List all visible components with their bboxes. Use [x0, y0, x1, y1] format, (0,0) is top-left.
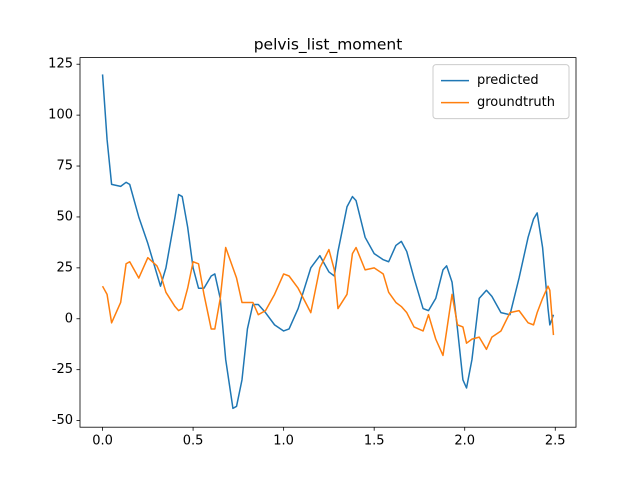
legend-label: predicted [477, 73, 539, 88]
y-tick-label: -25 [52, 362, 73, 377]
y-tick-label: 50 [56, 209, 73, 224]
y-tick-label: 125 [48, 57, 73, 72]
y-tick-label: 75 [56, 159, 73, 174]
line-series [101, 246, 555, 357]
x-tick-label: 1.0 [273, 434, 294, 449]
y-tick-label: 100 [48, 108, 73, 123]
x-tick-label: 2.5 [545, 434, 566, 449]
x-tick-label: 0.5 [183, 434, 204, 449]
line-series [101, 74, 555, 410]
x-tick-label: 0.0 [92, 434, 113, 449]
x-tick-label: 2.0 [454, 434, 475, 449]
chart-title: pelvis_list_moment [254, 36, 403, 55]
legend-box [432, 64, 570, 120]
plot-frame [79, 57, 577, 428]
legend-label: groundtruth [477, 95, 555, 110]
y-tick-label: -50 [52, 413, 73, 428]
y-tick-label: 25 [56, 260, 73, 275]
x-tick-label: 1.5 [364, 434, 385, 449]
y-tick-label: 0 [65, 311, 73, 326]
